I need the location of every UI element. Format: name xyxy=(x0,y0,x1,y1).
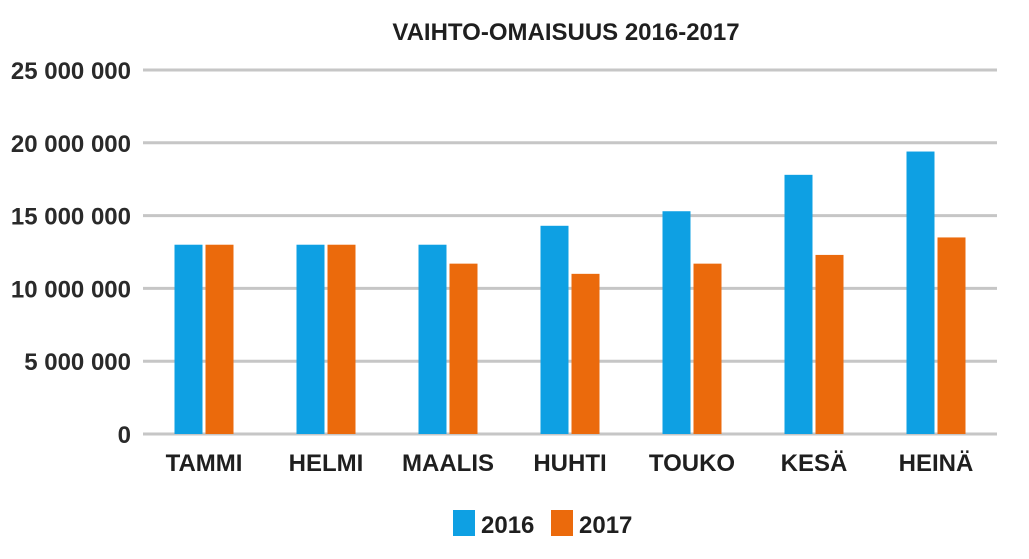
bar-2017-helmi xyxy=(327,244,356,434)
y-tick-label: 0 xyxy=(118,422,131,449)
x-tick-label: MAALIS xyxy=(402,450,494,477)
y-tick-label: 5 000 000 xyxy=(24,349,131,376)
legend-swatch-2017 xyxy=(551,510,573,536)
legend: 2016 2017 xyxy=(453,510,632,539)
legend-swatch-2016 xyxy=(453,510,475,536)
bar-2017-tammi xyxy=(205,244,234,434)
bar-2016-maalis xyxy=(418,244,447,434)
y-axis-tick-labels: 0 5 000 000 10 000 000 15 000 000 20 000 000… xyxy=(11,58,131,449)
y-tick-label: 10 000 000 xyxy=(11,276,131,303)
y-tick-label: 25 000 000 xyxy=(11,58,131,85)
x-tick-label: HELMI xyxy=(289,450,364,477)
y-tick-label: 15 000 000 xyxy=(11,204,131,231)
bar-2016-tammi xyxy=(174,244,203,434)
bar-2016-kesä xyxy=(784,174,813,434)
bar-2016-helmi xyxy=(296,244,325,434)
chart-title: VAIHTO-OMAISUUS 2016-2017 xyxy=(392,19,739,46)
legend-label-2017: 2017 xyxy=(579,512,632,539)
bar-2017-huhti xyxy=(571,273,600,434)
x-tick-label: KESÄ xyxy=(781,450,848,477)
bar-2016-heinä xyxy=(906,151,935,434)
bar-2017-heinä xyxy=(937,237,966,434)
legend-label-2016: 2016 xyxy=(481,512,534,539)
bar-2016-huhti xyxy=(540,225,569,434)
x-axis-tick-labels: TAMMI HELMI MAALIS HUHTI TOUKO KESÄ HEINÄ xyxy=(166,450,974,477)
x-tick-label: TAMMI xyxy=(166,450,243,477)
bar-2016-touko xyxy=(662,211,691,434)
bar-2017-maalis xyxy=(449,263,478,434)
x-tick-label: TOUKO xyxy=(649,450,735,477)
bars xyxy=(174,151,966,434)
grid-layer xyxy=(143,68,997,436)
x-tick-label: HUHTI xyxy=(533,450,606,477)
bar-2017-kesä xyxy=(815,254,844,434)
x-tick-label: HEINÄ xyxy=(899,450,974,477)
y-tick-label: 20 000 000 xyxy=(11,131,131,158)
bar-2017-touko xyxy=(693,263,722,434)
